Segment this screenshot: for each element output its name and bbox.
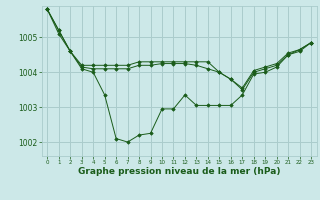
X-axis label: Graphe pression niveau de la mer (hPa): Graphe pression niveau de la mer (hPa) bbox=[78, 167, 280, 176]
